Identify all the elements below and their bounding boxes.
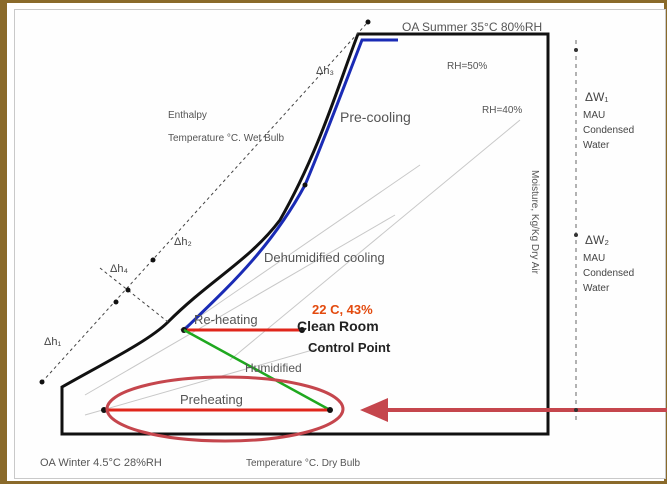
enthalpy-dot-4 — [125, 287, 131, 293]
enthalpy-dot-1 — [39, 379, 45, 385]
w2-label: ΔW₂ — [585, 233, 609, 247]
dh3-label: Δh₃ — [316, 65, 334, 77]
faint-line-2 — [84, 344, 331, 416]
rh40-label: RH=40% — [482, 105, 522, 116]
highlight-arrow-head — [360, 398, 388, 422]
w2-condensed: Condensed — [583, 268, 634, 279]
dh4-label: Δh₄ — [110, 263, 128, 275]
preheating-highlight-ellipse — [105, 375, 345, 443]
oa-summer-label: OA Summer 35°C 80%RH — [402, 20, 542, 34]
preheat-end-dot — [327, 407, 333, 413]
reheating-label: Re-heating — [194, 312, 258, 327]
faint-line-1 — [84, 214, 396, 396]
w1-mau: MAU — [583, 110, 605, 121]
w-dot-2 — [574, 233, 578, 237]
w1-condensed: Condensed — [583, 125, 634, 136]
w-dot-1 — [574, 48, 578, 52]
faint-line-3 — [179, 164, 421, 331]
enthalpy-dot-3 — [150, 257, 156, 263]
control-point-label: Control Point — [308, 340, 391, 355]
moisture-axis-label: Moisture, Kg/Kg Dry Air — [529, 170, 540, 275]
w1-label: ΔW₁ — [585, 90, 608, 104]
clean-room-label: Clean Room — [297, 318, 379, 334]
pre-cooling-label: Pre-cooling — [340, 109, 411, 125]
dry-bulb-axis-label: Temperature °C. Dry Bulb — [246, 458, 360, 469]
humidified-line — [183, 328, 331, 412]
dh2-label: Δh₂ — [174, 236, 192, 248]
cooling-dot — [302, 182, 308, 188]
humidified-label: Humidified — [245, 361, 302, 375]
faint-line-4 — [229, 119, 521, 361]
wet-bulb-label: Temperature °C. Wet Bulb — [168, 133, 285, 144]
chart-boundary-outline — [60, 32, 550, 436]
preheat-start-dot — [101, 407, 107, 413]
reheat-end-dot — [299, 327, 305, 333]
control-point-value: 22 C, 43% — [312, 302, 373, 317]
w2-mau: MAU — [583, 253, 605, 264]
oa-winter-label: OA Winter 4.5°C 28%RH — [40, 457, 162, 469]
w2-water: Water — [583, 283, 610, 294]
enthalpy-dot-5 — [365, 19, 371, 25]
h-tick-line — [99, 267, 169, 323]
preheating-label: Preheating — [180, 392, 243, 407]
rh50-label: RH=50% — [447, 61, 487, 72]
w-dot-3 — [574, 408, 578, 412]
dh1-label: Δh₁ — [44, 336, 61, 348]
w1-water: Water — [583, 140, 610, 151]
enthalpy-dot-2 — [113, 299, 119, 305]
enthalpy-label: Enthalpy — [168, 110, 207, 121]
cooling-process-line — [182, 38, 398, 332]
dehumidified-cooling-label: Dehumidified cooling — [264, 250, 385, 265]
enthalpy-scale-line — [41, 21, 369, 383]
